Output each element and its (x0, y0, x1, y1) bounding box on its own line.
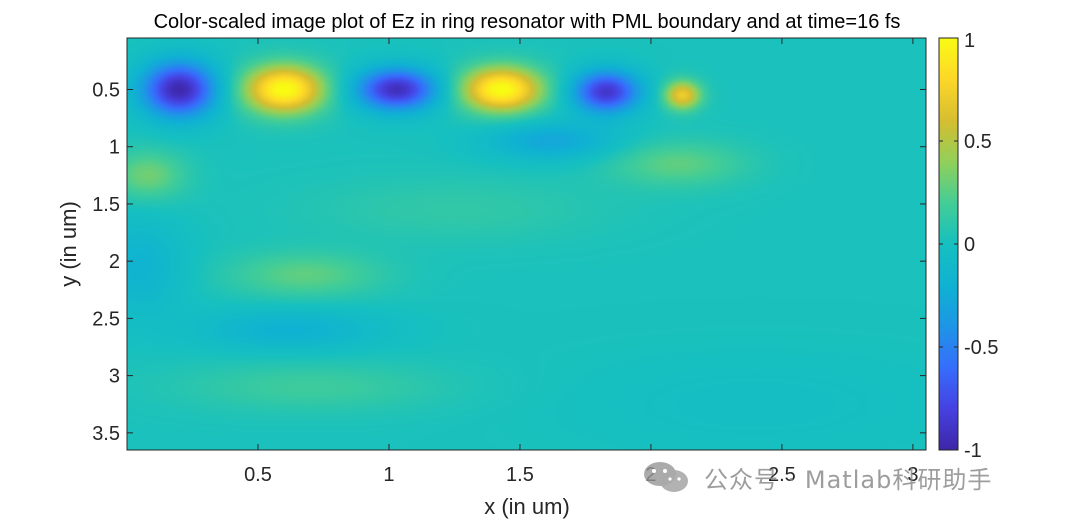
wechat-logo-icon (644, 462, 688, 492)
colorbar-tick-label: -1 (964, 440, 982, 462)
colorbar-tick-label: 0 (964, 234, 975, 256)
colorbar-gradient (939, 38, 958, 450)
colorbar-tick-label: -0.5 (964, 337, 998, 359)
plot-area (126, 37, 927, 451)
y-tick-label: 3.5 (92, 423, 120, 445)
colorbar-tick-label: 0.5 (964, 131, 992, 153)
x-tick-label: 1.5 (506, 464, 534, 486)
y-tick-label: 1.5 (92, 194, 120, 216)
chart-title: Color-scaled image plot of Ez in ring re… (154, 11, 901, 33)
x-tick-label: 0.5 (244, 464, 272, 486)
y-axis-label: y (in um) (56, 201, 81, 287)
x-tick-label: 3 (907, 464, 918, 486)
colorbar-ticks: -1 -0.5 0 0.5 1 (939, 30, 998, 462)
plot-frame (126, 37, 927, 451)
y-axis: 0.5 1 1.5 2 2.5 3 3.5 (92, 80, 926, 445)
x-axis-label: x (in um) (484, 494, 570, 519)
x-tick-label: 2.5 (768, 464, 796, 486)
heatmap-image (127, 38, 926, 450)
y-tick-label: 0.5 (92, 80, 120, 102)
watermark-text: 公众号 · Matlab科研助手 (704, 465, 993, 494)
colorbar: -1 -0.5 0 0.5 1 (938, 30, 998, 462)
y-tick-label: 3 (109, 366, 120, 388)
y-tick-label: 2.5 (92, 308, 120, 330)
watermark: 公众号 · Matlab科研助手 (640, 457, 992, 497)
x-tick-label: 1 (383, 464, 394, 486)
y-tick-label: 1 (109, 137, 120, 159)
colorbar-tick-label: 1 (964, 30, 975, 52)
y-tick-label: 2 (109, 251, 120, 273)
